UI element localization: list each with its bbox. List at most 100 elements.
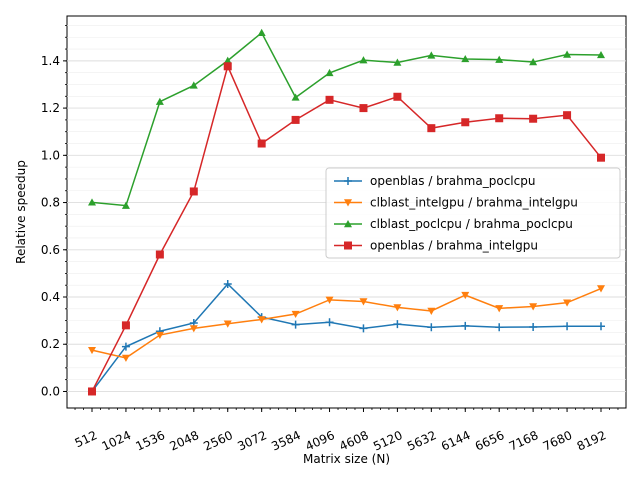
- data-point: [291, 310, 300, 319]
- legend-label: clblast_intelgpu / brahma_intelgpu: [370, 196, 578, 210]
- data-point: [495, 55, 504, 63]
- series-2: [88, 285, 605, 362]
- legend-marker: [344, 220, 352, 228]
- series-3: [88, 28, 605, 209]
- data-point: [461, 54, 470, 63]
- x-tick-label: 6656: [473, 428, 507, 454]
- data-point: [461, 118, 470, 127]
- data-point: [597, 50, 605, 59]
- y-tick-label: 0.0: [41, 384, 60, 398]
- series-line: [91, 287, 602, 359]
- y-axis: 0.0 0.2 0.4 0.6 0.8 1.0 1.2 1.4: [41, 25, 67, 398]
- data-point: [189, 187, 198, 196]
- data-point: [257, 316, 266, 324]
- data-point: [597, 153, 605, 162]
- legend: openblas / brahma_poclcpu clblast_intelgp…: [325, 167, 621, 259]
- x-tick-label: 7680: [541, 428, 575, 454]
- data-point: [427, 124, 436, 133]
- data-point: [189, 325, 198, 333]
- data-point: [563, 50, 572, 58]
- x-tick-label: 1024: [100, 428, 134, 454]
- y-tick-label: 1.2: [41, 101, 60, 115]
- y-tick-label: 1.0: [41, 148, 60, 162]
- x-axis-label: Matrix size (N): [303, 452, 390, 466]
- data-point: [495, 114, 504, 123]
- x-tick-label: 4608: [337, 428, 371, 454]
- data-point: [427, 323, 436, 332]
- data-point: [461, 291, 470, 300]
- series-4: [88, 62, 605, 396]
- legend-marker: [344, 177, 352, 185]
- y-tick-label: 0.2: [41, 337, 60, 351]
- data-point: [529, 58, 538, 66]
- legend-item: clblast_intelgpu / brahma_intelgpu: [334, 196, 578, 210]
- legend-item: openblas / brahma_intelgpu: [334, 239, 538, 253]
- data-point: [121, 321, 130, 330]
- data-point: [121, 354, 130, 362]
- y-axis-label: Relative speedup: [14, 160, 28, 264]
- data-point: [155, 331, 164, 340]
- data-point: [359, 298, 368, 306]
- data-point: [325, 68, 334, 77]
- y-tick-label: 0.8: [41, 196, 60, 210]
- x-tick-label: 8192: [575, 428, 609, 454]
- legend-marker: [344, 199, 352, 207]
- x-axis: 512 1024 1536 2048 2560 3072 3584 4096 4608 5120 5…: [73, 408, 619, 454]
- data-point: [597, 285, 605, 293]
- series-line: [91, 31, 602, 207]
- data-point: [88, 346, 96, 355]
- y-tick-label: 0.4: [41, 290, 60, 304]
- x-tick-label: 4096: [303, 428, 337, 454]
- x-tick-label: 5120: [371, 428, 405, 454]
- y-tick-label: 0.6: [41, 243, 60, 257]
- y-tick-label: 1.4: [41, 54, 60, 68]
- x-tick-label: 3072: [235, 428, 269, 454]
- x-tick-label: 3584: [269, 428, 303, 454]
- data-point: [155, 97, 164, 105]
- legend-box: [325, 167, 621, 259]
- data-point: [223, 320, 232, 328]
- legend-item: openblas / brahma_poclcpu: [334, 174, 535, 188]
- x-tick-label: 512: [73, 428, 100, 450]
- data-point: [257, 28, 266, 36]
- data-point: [325, 296, 334, 304]
- data-point: [393, 58, 402, 66]
- data-point: [563, 299, 572, 307]
- x-tick-label: 1536: [134, 428, 168, 454]
- x-tick-label: 6144: [439, 428, 473, 454]
- data-point: [359, 324, 368, 333]
- data-point: [223, 280, 232, 289]
- data-point: [155, 250, 164, 259]
- x-tick-label: 7168: [507, 428, 541, 454]
- data-point: [427, 51, 436, 59]
- data-point: [223, 56, 232, 64]
- data-point: [291, 115, 300, 124]
- data-point: [325, 318, 334, 327]
- data-point: [291, 93, 300, 101]
- data-point: [529, 114, 538, 123]
- x-tick-label: 2048: [167, 428, 201, 454]
- data-point: [121, 201, 130, 209]
- data-point: [529, 323, 538, 332]
- data-point: [393, 92, 402, 101]
- data-point: [495, 323, 504, 332]
- series-layer: [88, 28, 605, 396]
- legend-item: clblast_poclcpu / brahma_poclcpu: [334, 217, 573, 231]
- data-point: [189, 81, 198, 89]
- data-point: [257, 139, 266, 148]
- data-point: [88, 387, 96, 396]
- data-point: [359, 56, 368, 64]
- data-point: [291, 320, 300, 329]
- data-point: [121, 342, 130, 351]
- x-tick-label: 5632: [405, 428, 439, 454]
- data-point: [393, 304, 402, 312]
- data-point: [597, 322, 605, 331]
- legend-marker: [344, 241, 352, 250]
- legend-label: openblas / brahma_intelgpu: [370, 239, 538, 253]
- data-point: [495, 305, 504, 313]
- data-point: [461, 321, 470, 330]
- x-tick-label: 2560: [201, 428, 235, 454]
- series-line: [91, 64, 602, 392]
- data-point: [88, 198, 96, 206]
